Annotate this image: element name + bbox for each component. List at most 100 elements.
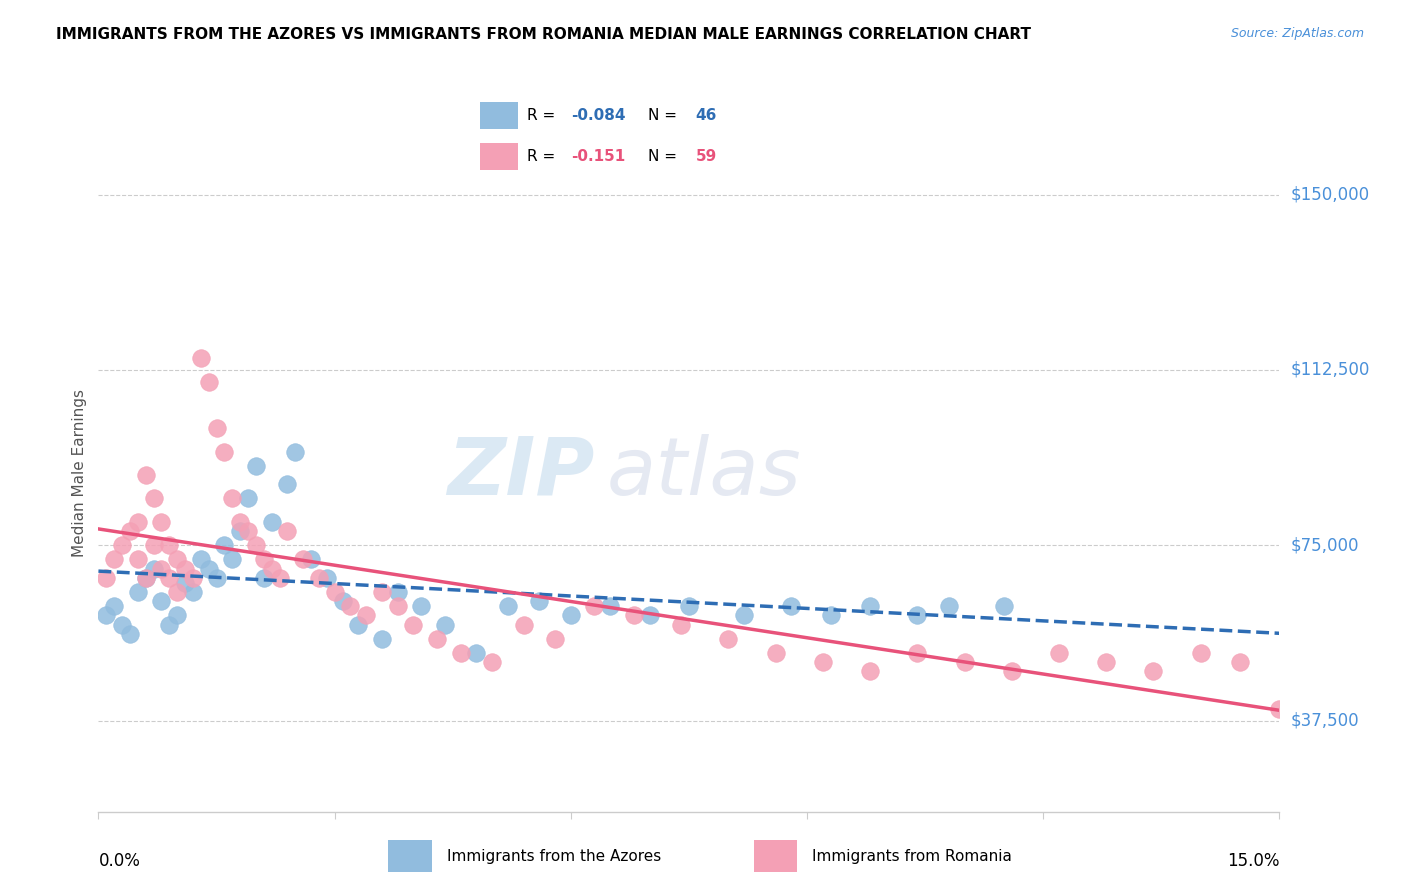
Point xyxy=(638,608,661,623)
Point xyxy=(111,617,134,632)
Text: R =: R = xyxy=(527,149,565,164)
Point xyxy=(323,585,346,599)
Point xyxy=(142,538,165,552)
Bar xyxy=(754,840,797,872)
Point xyxy=(669,617,692,632)
Text: $37,500: $37,500 xyxy=(1291,712,1360,730)
Point xyxy=(599,599,621,613)
Point xyxy=(859,665,882,679)
Point xyxy=(780,599,803,613)
Point xyxy=(512,617,534,632)
Point xyxy=(465,646,488,660)
Point xyxy=(315,571,337,585)
Point xyxy=(583,599,606,613)
Point xyxy=(166,552,188,566)
Point xyxy=(905,646,928,660)
Point xyxy=(166,608,188,623)
Point xyxy=(387,599,409,613)
Point xyxy=(174,575,197,590)
Point xyxy=(197,561,219,575)
Point xyxy=(1047,646,1070,660)
Point xyxy=(347,617,370,632)
Point xyxy=(166,585,188,599)
Point xyxy=(260,515,283,529)
Point xyxy=(354,608,377,623)
Point xyxy=(221,491,243,506)
Text: $112,500: $112,500 xyxy=(1291,361,1369,379)
Point xyxy=(765,646,787,660)
Text: N =: N = xyxy=(648,149,682,164)
Point xyxy=(1001,665,1024,679)
Point xyxy=(1229,655,1251,669)
Point xyxy=(332,594,354,608)
Point xyxy=(118,627,141,641)
Point xyxy=(481,655,503,669)
Point xyxy=(229,524,252,539)
Text: $150,000: $150,000 xyxy=(1291,186,1369,203)
Y-axis label: Median Male Earnings: Median Male Earnings xyxy=(72,389,87,557)
Point xyxy=(299,552,322,566)
Point xyxy=(197,375,219,389)
Point xyxy=(811,655,834,669)
Point xyxy=(96,608,118,623)
Point xyxy=(269,571,291,585)
Point xyxy=(411,599,433,613)
Point xyxy=(387,585,409,599)
Point xyxy=(623,608,645,623)
Text: -0.084: -0.084 xyxy=(571,108,626,123)
Point xyxy=(205,421,228,435)
Point xyxy=(127,552,149,566)
Text: 0.0%: 0.0% xyxy=(98,853,141,871)
Point xyxy=(157,538,180,552)
Point xyxy=(118,524,141,539)
Point xyxy=(190,351,212,366)
Point xyxy=(496,599,519,613)
Point xyxy=(253,552,276,566)
Point xyxy=(993,599,1015,613)
Point xyxy=(733,608,755,623)
Text: atlas: atlas xyxy=(606,434,801,512)
Point xyxy=(127,585,149,599)
Point xyxy=(1142,665,1164,679)
Text: N =: N = xyxy=(648,108,682,123)
Point xyxy=(371,632,394,646)
Point xyxy=(181,571,204,585)
Point xyxy=(560,608,582,623)
Point xyxy=(1095,655,1118,669)
Point xyxy=(245,458,267,473)
Point xyxy=(371,585,394,599)
Text: ZIP: ZIP xyxy=(447,434,595,512)
Point xyxy=(284,444,307,458)
Point xyxy=(135,571,157,585)
Point xyxy=(339,599,361,613)
Point xyxy=(142,561,165,575)
Point xyxy=(276,524,298,539)
Point xyxy=(214,538,236,552)
Text: 46: 46 xyxy=(696,108,717,123)
Point xyxy=(150,515,173,529)
Point xyxy=(111,538,134,552)
Bar xyxy=(388,840,432,872)
Bar xyxy=(479,103,519,129)
Point xyxy=(953,655,976,669)
Point xyxy=(174,561,197,575)
Point xyxy=(157,617,180,632)
Point xyxy=(260,561,283,575)
Point xyxy=(544,632,567,646)
Point xyxy=(127,515,149,529)
Point xyxy=(938,599,960,613)
Text: IMMIGRANTS FROM THE AZORES VS IMMIGRANTS FROM ROMANIA MEDIAN MALE EARNINGS CORRE: IMMIGRANTS FROM THE AZORES VS IMMIGRANTS… xyxy=(56,27,1031,42)
Point xyxy=(292,552,315,566)
Point xyxy=(221,552,243,566)
Point xyxy=(308,571,330,585)
Point xyxy=(859,599,882,613)
Point xyxy=(205,571,228,585)
Point xyxy=(245,538,267,552)
Text: 15.0%: 15.0% xyxy=(1227,853,1279,871)
Text: $75,000: $75,000 xyxy=(1291,536,1360,554)
Point xyxy=(150,594,173,608)
Point xyxy=(905,608,928,623)
Point xyxy=(717,632,740,646)
Point xyxy=(276,477,298,491)
Point xyxy=(229,515,252,529)
